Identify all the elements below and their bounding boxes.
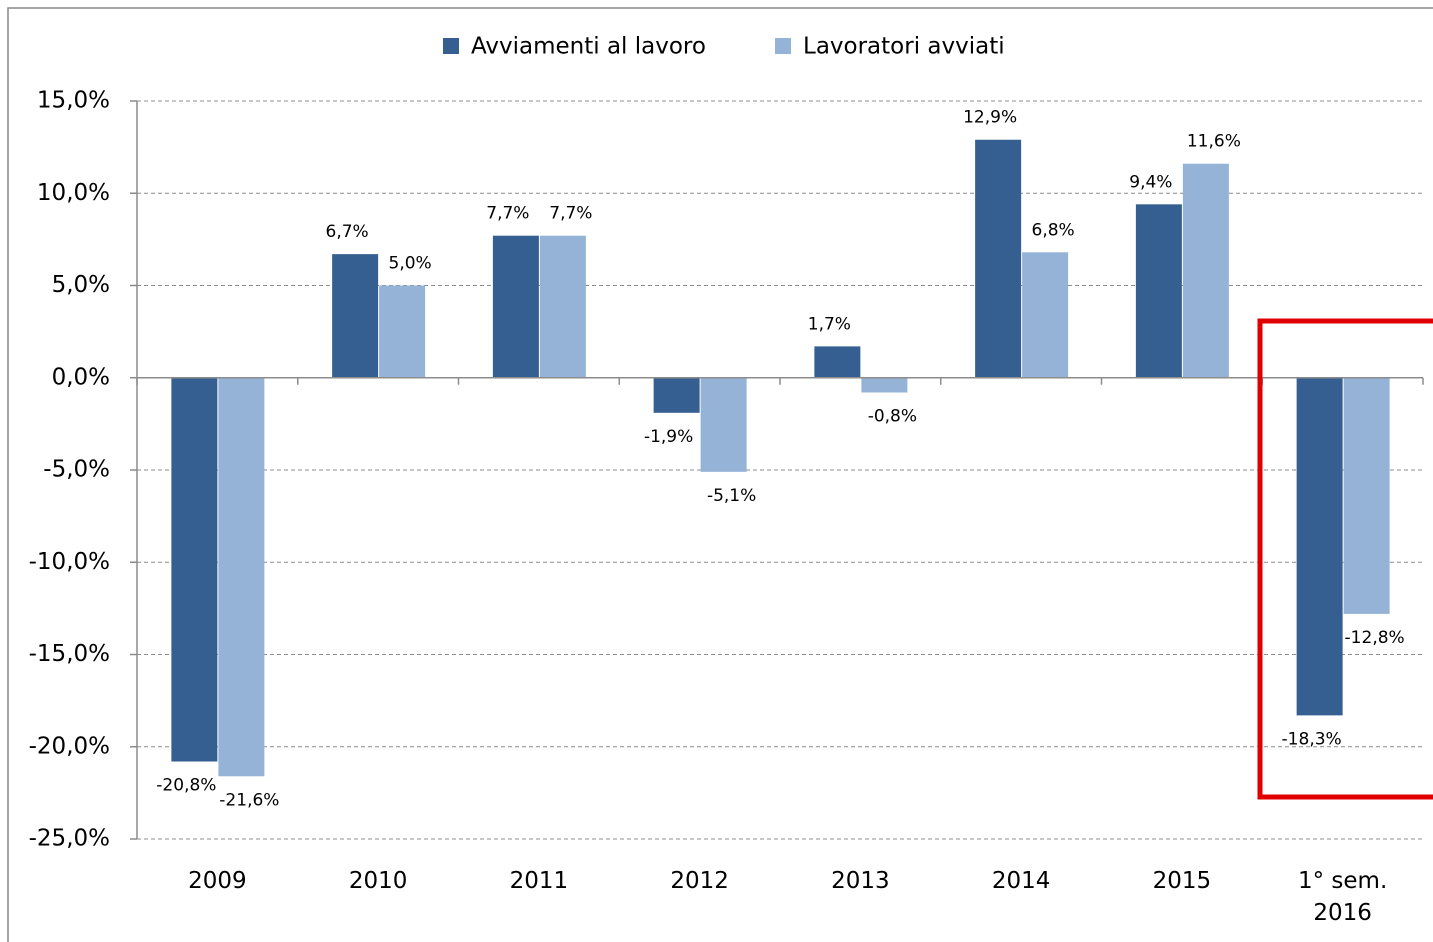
legend-label: Lavoratori avviati [803,34,1005,60]
bar [171,377,218,762]
data-label: -21,6% [219,790,279,810]
data-label: 12,9% [963,108,1017,128]
bar [218,377,265,777]
chart-border [7,7,1433,942]
data-label: 9,4% [1129,172,1172,192]
y-tick-label: 10,0% [37,180,110,206]
x-tick-label: 2011 [509,868,569,894]
bar [1182,163,1229,378]
legend-label: Avviamenti al lavoro [471,34,706,60]
data-label: -18,3% [1282,729,1342,749]
y-tick-label: -10,0% [29,549,110,575]
highlight-box [1257,318,1433,800]
data-label: 6,7% [326,222,369,242]
x-tick-label: 2014 [991,868,1051,894]
y-tick-label: 0,0% [52,364,110,390]
bar [379,285,426,378]
bar [1343,377,1390,614]
y-tick-label: -15,0% [29,641,110,667]
y-tick-label: 5,0% [52,272,110,298]
data-label: -5,1% [707,486,756,506]
bar [1135,204,1182,378]
bar [700,377,747,472]
x-tick-label: 2010 [348,868,408,894]
x-tick-label: 2012 [670,868,729,894]
bar [1022,252,1069,378]
x-tick-label: 2009 [188,868,247,894]
bar [975,139,1022,378]
legend-swatch [443,38,459,54]
data-label: 6,8% [1032,220,1075,240]
x-tick-label: 1° sem. 2016 [1297,868,1388,926]
bar [861,377,908,393]
data-label: 1,7% [808,314,851,334]
legend-swatch [775,38,791,54]
x-tick-label: 2015 [1152,868,1212,894]
data-label: 7,7% [549,204,592,224]
data-label: -1,9% [644,427,693,447]
bar [539,235,586,378]
y-tick-label: -20,0% [29,733,110,759]
bar [332,254,379,378]
data-label: 11,6% [1187,132,1241,152]
bar [653,377,700,413]
data-label: -12,8% [1345,628,1405,648]
x-tick-label: 2013 [831,868,890,894]
y-tick-label: -25,0% [29,826,110,852]
bar [492,235,539,378]
y-tick-label: 15,0% [37,88,110,114]
data-label: 7,7% [486,204,529,224]
bar [814,346,861,378]
data-label: -0,8% [868,407,917,427]
data-label: 5,0% [389,254,432,274]
data-label: -20,8% [156,776,216,796]
y-tick-label: -5,0% [43,457,110,483]
bar [1296,377,1343,716]
